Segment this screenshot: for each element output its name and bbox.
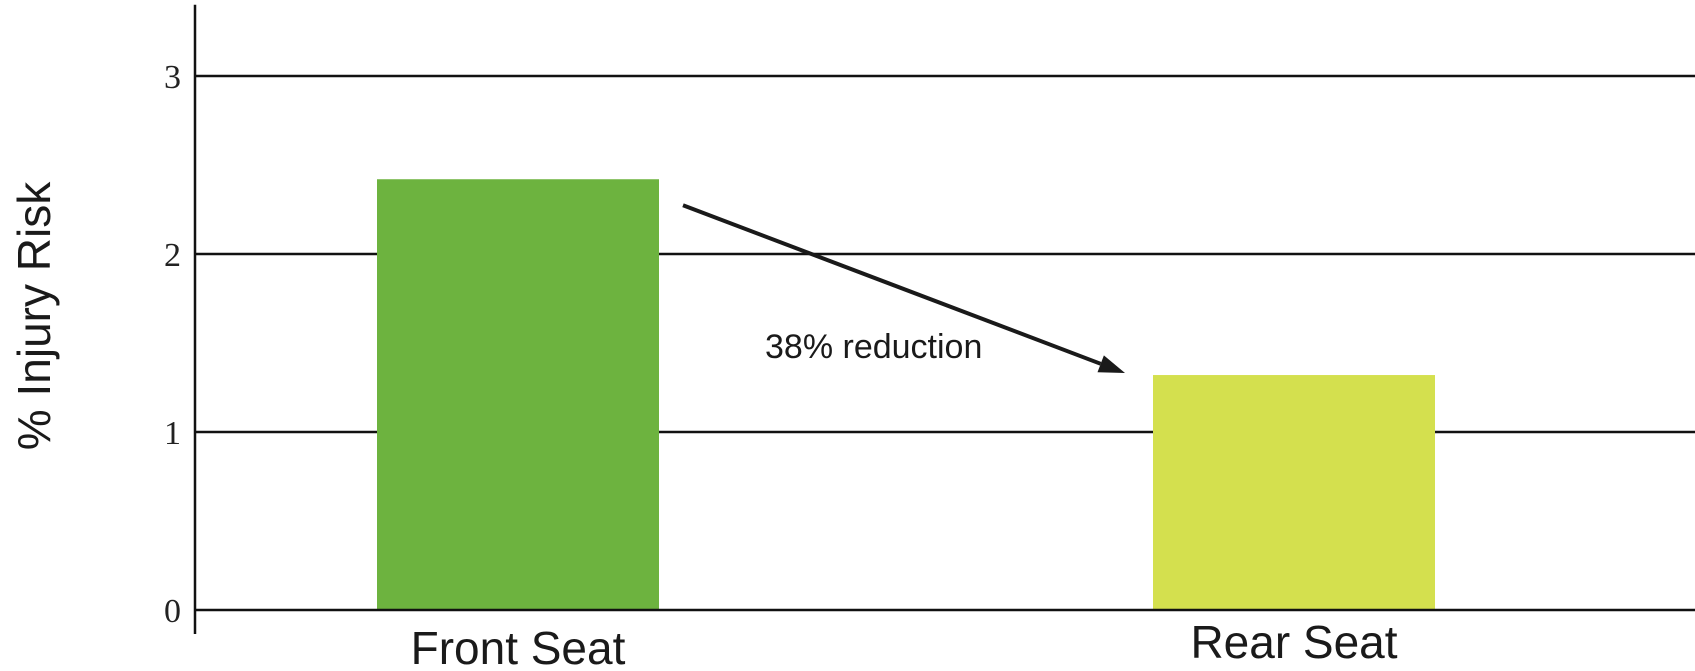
x-category-labels: Front Seat Rear Seat [411,616,1398,671]
y-tick-label: 1 [164,415,181,452]
bar-front-seat [377,179,659,611]
y-tick-label: 2 [164,237,181,274]
reduction-arrow-icon [682,203,1102,366]
axes [193,4,1695,634]
y-tick-label: 3 [164,59,181,96]
x-category-label: Rear Seat [1190,616,1397,668]
y-axis-title: % Injury Risk [8,181,60,450]
bars [377,179,1435,611]
arrowhead-icon [1097,355,1125,374]
bar-rear-seat [1153,375,1435,610]
reduction-annotation-label: 38% reduction [765,328,982,366]
x-category-label: Front Seat [411,622,626,671]
annotation: 38% reduction [682,203,1125,374]
y-tick-label: 0 [164,593,181,630]
y-tick-labels: 0 1 2 3 [164,59,181,630]
